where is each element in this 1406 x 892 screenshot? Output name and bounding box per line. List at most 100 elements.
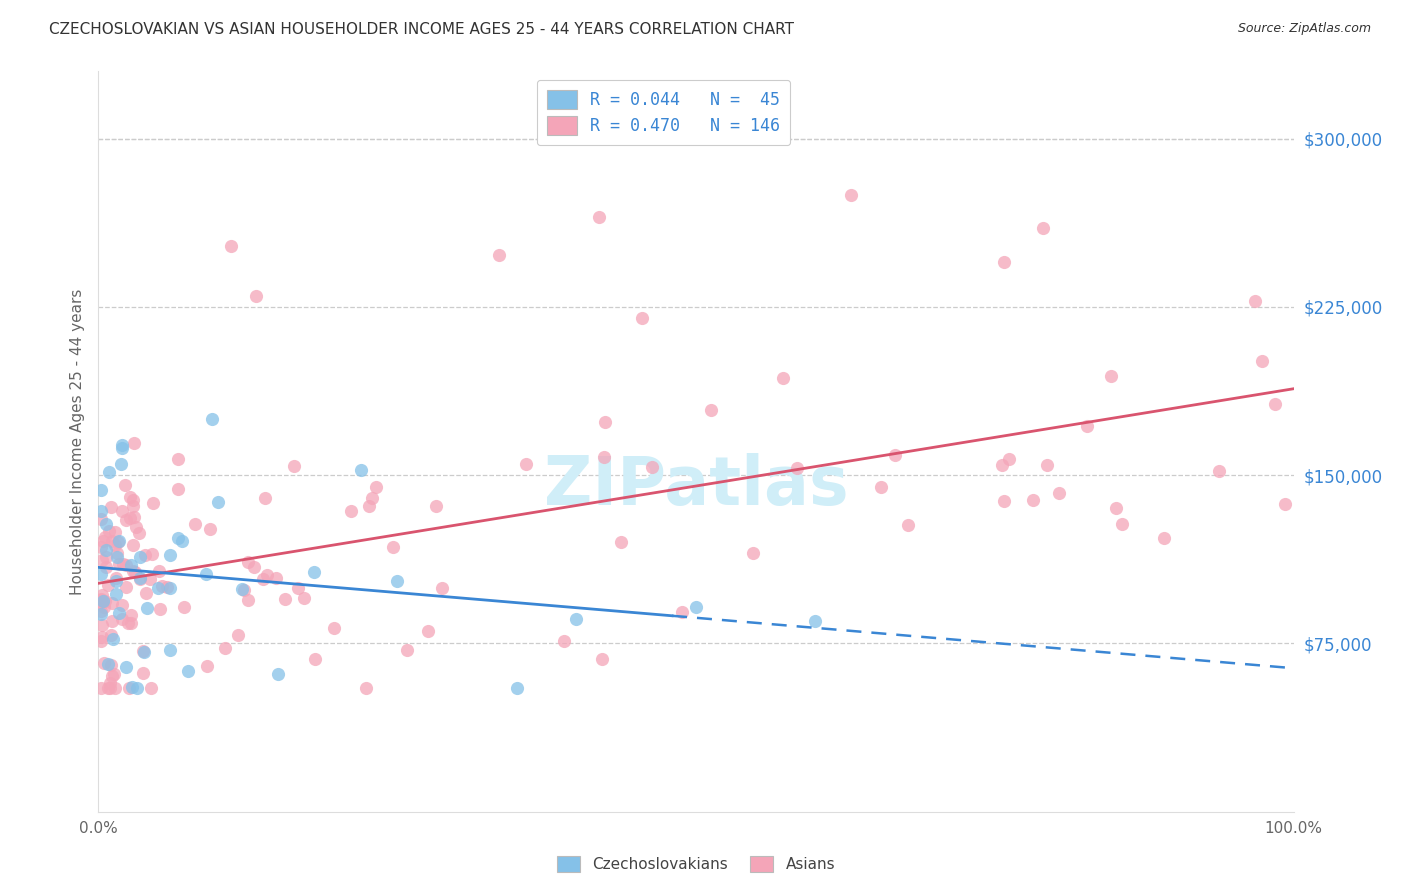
Point: [118, 681, 141, 696]
Point: [1032, 221, 1054, 235]
Point: [167, 531, 190, 545]
Point: [139, 572, 162, 586]
Point: [245, 289, 267, 303]
Point: [266, 571, 288, 585]
Point: [786, 461, 808, 475]
Point: [100, 681, 122, 696]
Point: [304, 652, 326, 666]
Point: [105, 574, 128, 589]
Point: [588, 210, 610, 224]
Point: [104, 538, 127, 552]
Point: [553, 633, 575, 648]
Point: [991, 458, 1014, 472]
Point: [141, 681, 163, 696]
Point: [108, 534, 131, 549]
Point: [1208, 464, 1230, 478]
Point: [159, 643, 181, 657]
Point: [631, 311, 654, 326]
Point: [416, 624, 439, 639]
Legend: Czechoslovakians, Asians: Czechoslovakians, Asians: [551, 850, 841, 878]
Point: [207, 495, 229, 509]
Point: [90, 504, 112, 518]
Point: [110, 442, 132, 456]
Point: [148, 581, 170, 595]
Point: [115, 660, 138, 674]
Point: [742, 546, 765, 560]
Point: [267, 667, 290, 681]
Point: [135, 586, 157, 600]
Point: [184, 517, 207, 532]
Point: [149, 601, 172, 615]
Point: [219, 239, 242, 253]
Point: [90, 512, 112, 526]
Point: [96, 549, 118, 564]
Point: [322, 621, 344, 635]
Point: [256, 567, 278, 582]
Point: [302, 565, 325, 579]
Point: [515, 457, 537, 471]
Point: [395, 643, 418, 657]
Point: [90, 483, 112, 497]
Point: [111, 557, 134, 571]
Point: [101, 632, 124, 646]
Point: [90, 593, 112, 607]
Point: [114, 478, 136, 492]
Point: [124, 566, 146, 580]
Point: [172, 534, 194, 549]
Point: [104, 587, 127, 601]
Point: [115, 513, 138, 527]
Point: [772, 371, 794, 385]
Point: [90, 607, 112, 621]
Point: [141, 548, 163, 562]
Point: [243, 559, 266, 574]
Point: [148, 564, 170, 578]
Point: [339, 504, 361, 518]
Point: [231, 582, 253, 596]
Point: [565, 611, 588, 625]
Point: [121, 499, 143, 513]
Point: [91, 533, 114, 548]
Point: [159, 582, 181, 596]
Point: [100, 628, 122, 642]
Point: [1111, 516, 1133, 531]
Point: [114, 580, 136, 594]
Point: [132, 645, 155, 659]
Point: [111, 438, 134, 452]
Point: [134, 548, 156, 562]
Point: [96, 543, 118, 558]
Point: [105, 546, 128, 560]
Point: [120, 511, 142, 525]
Point: [120, 558, 142, 573]
Point: [108, 606, 131, 620]
Point: [103, 667, 125, 681]
Point: [91, 594, 114, 608]
Point: [98, 675, 121, 690]
Point: [233, 583, 256, 598]
Point: [94, 560, 117, 574]
Point: [121, 538, 143, 552]
Point: [425, 500, 447, 514]
Point: [97, 657, 120, 671]
Point: [129, 571, 152, 585]
Point: [110, 457, 132, 471]
Point: [93, 599, 115, 614]
Point: [120, 490, 142, 504]
Point: [287, 581, 309, 595]
Point: [998, 451, 1021, 466]
Point: [366, 480, 388, 494]
Point: [91, 553, 114, 567]
Point: [609, 535, 631, 549]
Point: [94, 517, 117, 532]
Point: [671, 605, 693, 619]
Point: [90, 630, 112, 644]
Point: [1250, 354, 1272, 368]
Point: [110, 599, 132, 613]
Point: [159, 548, 181, 562]
Point: [350, 463, 373, 477]
Point: [292, 591, 315, 605]
Point: [128, 526, 150, 541]
Point: [128, 550, 150, 565]
Point: [136, 600, 159, 615]
Point: [1153, 531, 1175, 545]
Point: [122, 493, 145, 508]
